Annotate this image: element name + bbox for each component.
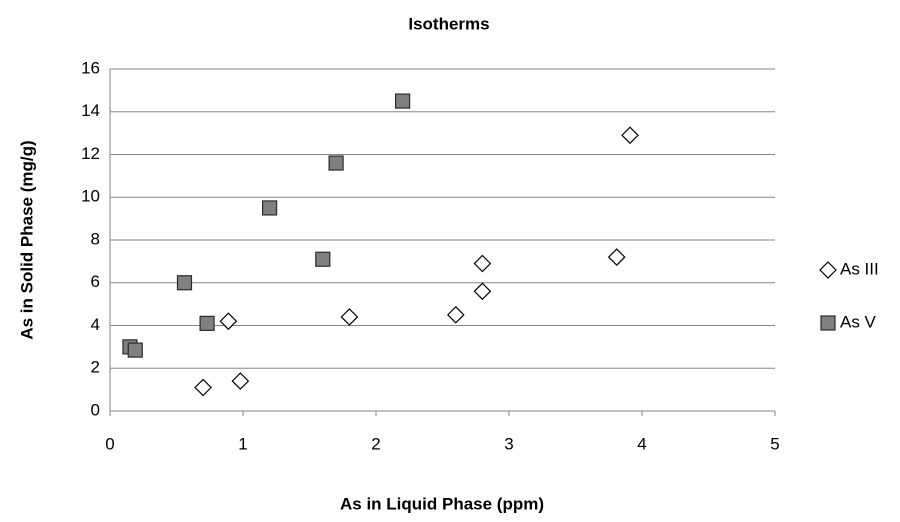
point bbox=[176, 275, 193, 291]
point bbox=[262, 200, 278, 216]
y-tick-label: 16 bbox=[81, 58, 100, 77]
y-tick-label: 2 bbox=[91, 358, 100, 377]
y-tick-label: 8 bbox=[91, 229, 100, 248]
x-tick-label: 3 bbox=[504, 434, 513, 453]
legend-swatch bbox=[820, 315, 836, 331]
y-tick-label: 12 bbox=[81, 144, 100, 163]
point bbox=[473, 254, 492, 273]
legend-label: As V bbox=[840, 312, 877, 331]
x-tick-label: 2 bbox=[371, 434, 380, 453]
x-tick-label: 0 bbox=[105, 434, 114, 453]
point bbox=[315, 251, 331, 267]
point bbox=[127, 342, 143, 358]
point bbox=[194, 378, 212, 397]
point bbox=[340, 308, 359, 326]
point bbox=[395, 93, 411, 109]
point bbox=[328, 155, 344, 171]
y-tick-label: 0 bbox=[91, 400, 100, 419]
point bbox=[231, 372, 250, 390]
y-axis-title: As in Solid Phase (mg/g) bbox=[17, 140, 36, 339]
chart-title: Isotherms bbox=[408, 14, 489, 33]
x-tick-label: 5 bbox=[770, 434, 779, 453]
x-tick-label: 1 bbox=[238, 434, 247, 453]
x-tick-label: 4 bbox=[637, 434, 646, 453]
y-tick-label: 14 bbox=[81, 101, 100, 120]
point bbox=[621, 126, 639, 145]
point bbox=[473, 282, 492, 301]
point bbox=[219, 312, 238, 331]
legend-label: As III bbox=[840, 259, 879, 278]
point bbox=[199, 315, 215, 331]
point bbox=[607, 248, 626, 266]
y-tick-label: 4 bbox=[91, 315, 100, 334]
x-axis-title: As in Liquid Phase (ppm) bbox=[340, 494, 544, 513]
y-tick-label: 6 bbox=[91, 272, 100, 291]
point bbox=[446, 305, 465, 324]
y-tick-label: 10 bbox=[81, 187, 100, 206]
legend-swatch bbox=[819, 261, 837, 279]
